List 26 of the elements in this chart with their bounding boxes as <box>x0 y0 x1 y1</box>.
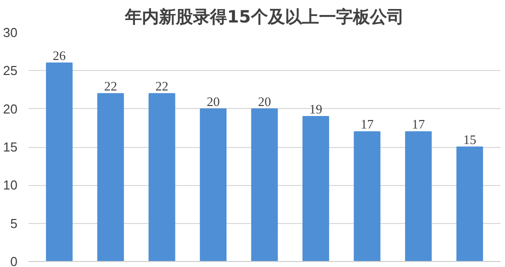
data-label: 22 <box>155 78 168 94</box>
chart-title: 年内新股录得15个及以上一字板公司 <box>124 8 404 28</box>
y-tick-label: 25 <box>3 63 18 78</box>
bar <box>456 146 484 262</box>
bar <box>148 93 176 262</box>
data-label: 19 <box>309 101 322 116</box>
y-tick-label: 0 <box>10 254 18 267</box>
data-label: 26 <box>52 48 66 64</box>
data-label: 15 <box>463 132 476 147</box>
y-tick-label: 10 <box>3 178 18 193</box>
y-tick-label: 20 <box>3 101 18 116</box>
bar <box>405 131 432 262</box>
bar <box>97 93 124 262</box>
y-tick-label: 5 <box>10 216 18 231</box>
data-label: 17 <box>412 116 426 132</box>
data-label: 20 <box>258 94 271 109</box>
data-label: 20 <box>206 94 220 109</box>
data-label: 22 <box>104 78 118 94</box>
bar <box>200 108 227 262</box>
bar <box>46 62 73 262</box>
bar <box>251 108 278 262</box>
y-tick-label: 30 <box>3 25 18 40</box>
data-label: 17 <box>360 116 374 132</box>
bar <box>354 131 380 262</box>
bar <box>302 116 330 262</box>
y-tick-label: 15 <box>3 140 18 154</box>
